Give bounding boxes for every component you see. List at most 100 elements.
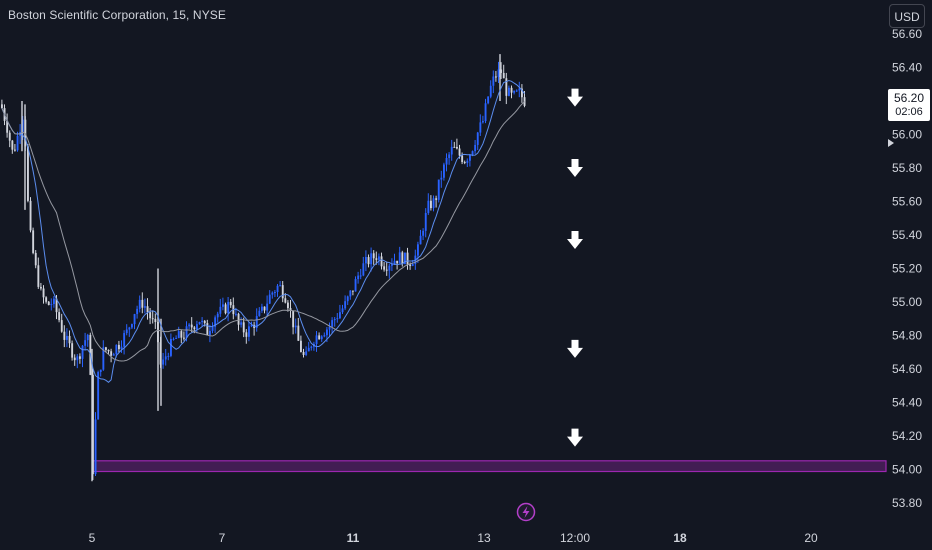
currency-button[interactable]: USD (889, 4, 925, 28)
candle (292, 310, 295, 335)
candle (183, 331, 185, 341)
y-tick-label: 54.00 (892, 463, 922, 477)
candle (357, 271, 360, 284)
candle (214, 315, 217, 333)
candle (328, 322, 331, 338)
bar-countdown: 02:06 (895, 106, 923, 118)
candle (154, 313, 157, 329)
candle (73, 354, 76, 366)
candle (456, 138, 458, 150)
x-tick-label: 5 (89, 531, 96, 545)
candle (92, 368, 94, 480)
candle (224, 302, 227, 315)
candle (375, 251, 378, 265)
x-tick-label: 12:00 (560, 531, 590, 545)
candle (172, 337, 175, 341)
candle (271, 291, 274, 299)
candle (248, 321, 250, 342)
candle (40, 282, 42, 291)
x-tick-label: 20 (804, 531, 818, 545)
candle (339, 304, 341, 320)
axis-caret-icon[interactable] (888, 139, 894, 147)
support-zone[interactable] (92, 460, 887, 473)
candle (1, 99, 3, 110)
y-tick-label: 53.80 (892, 496, 922, 510)
candle (32, 227, 35, 255)
candle (144, 298, 146, 314)
y-tick-label: 55.60 (892, 195, 922, 209)
candle (492, 70, 495, 94)
candle (341, 304, 344, 315)
candle (359, 268, 362, 280)
candle (523, 91, 526, 108)
candle (211, 322, 214, 334)
candle (427, 193, 430, 215)
candle (68, 330, 71, 348)
candle (102, 340, 105, 371)
candle (383, 262, 386, 272)
candle (253, 321, 256, 336)
candle (8, 130, 11, 148)
candle (177, 326, 180, 339)
x-tick-label: 11 (347, 531, 360, 545)
lightning-event-icon[interactable] (516, 502, 536, 522)
candle (128, 326, 131, 337)
candle (79, 353, 81, 364)
candle (398, 246, 401, 264)
candle (484, 98, 487, 124)
candle (180, 329, 183, 344)
candle (479, 114, 482, 136)
candle (131, 323, 133, 330)
candle (318, 332, 321, 340)
candle (60, 313, 63, 333)
support-band-layer (92, 460, 887, 473)
candle (331, 317, 334, 333)
candle (352, 290, 354, 296)
candle (432, 195, 435, 212)
candle (240, 317, 243, 328)
candle (344, 295, 347, 311)
candle (518, 81, 521, 98)
moving-average-fast (1, 79, 525, 383)
candle (453, 141, 456, 148)
candle (354, 276, 357, 292)
candle (315, 330, 318, 352)
candle (443, 162, 445, 181)
x-tick-label: 7 (219, 531, 226, 545)
candle (203, 319, 206, 327)
candle (146, 298, 149, 320)
symbol-title[interactable]: Boston Scientific Corporation, 15, NYSE (8, 8, 227, 22)
candle (435, 195, 438, 208)
candle (76, 354, 79, 369)
candle (281, 281, 284, 303)
price-axis[interactable]: 53.80 54.00 54.20 54.40 54.60 54.80 55.00 55.20… (888, 27, 922, 510)
time-axis[interactable]: 5 7 11 13 12:00 18 20 (89, 531, 818, 545)
candle (227, 297, 230, 322)
candle (50, 298, 53, 311)
candle (125, 324, 128, 336)
arrow-markers (567, 88, 583, 447)
candle (196, 320, 198, 334)
down-arrow-icon (567, 159, 583, 177)
candle (14, 144, 16, 152)
candle (474, 140, 477, 154)
candle (162, 352, 165, 369)
candle (266, 295, 269, 318)
candle (294, 318, 297, 334)
candle (81, 345, 84, 368)
candle (396, 260, 399, 270)
candle (307, 341, 310, 352)
candle (274, 289, 276, 298)
candle (393, 253, 396, 266)
y-tick-label: 55.00 (892, 295, 922, 309)
candle (508, 85, 510, 97)
candle (448, 152, 451, 165)
candle (190, 317, 193, 333)
candle (385, 261, 388, 276)
candle (450, 139, 453, 161)
event-marker[interactable] (516, 502, 536, 522)
candle (216, 311, 219, 323)
candle (229, 298, 232, 308)
candle (11, 139, 14, 154)
